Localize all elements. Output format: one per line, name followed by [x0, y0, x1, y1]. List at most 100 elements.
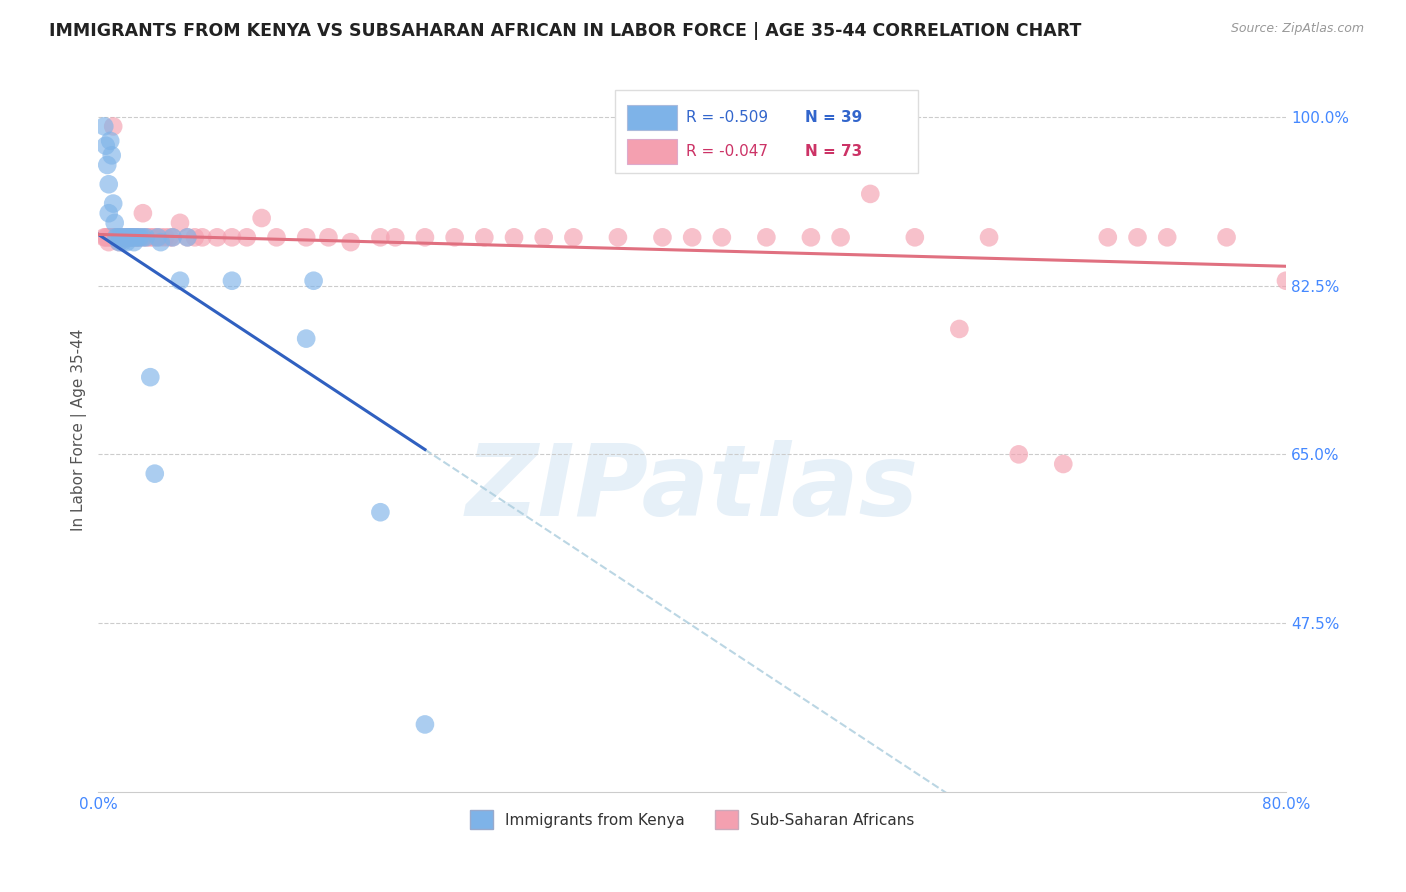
Point	[1052, 457, 1074, 471]
Point	[146, 230, 169, 244]
Point	[107, 230, 129, 244]
Point	[191, 230, 214, 244]
FancyBboxPatch shape	[614, 90, 918, 173]
FancyBboxPatch shape	[627, 105, 676, 130]
Point	[122, 235, 145, 249]
Point	[105, 230, 128, 244]
Point	[100, 230, 122, 244]
Point	[114, 230, 136, 244]
Point	[120, 230, 142, 244]
Point	[681, 230, 703, 244]
Point	[755, 230, 778, 244]
Point	[135, 230, 157, 244]
Point	[221, 230, 243, 244]
Point	[132, 206, 155, 220]
Y-axis label: In Labor Force | Age 35-44: In Labor Force | Age 35-44	[72, 329, 87, 532]
Point	[115, 235, 138, 249]
Point	[122, 230, 145, 244]
Point	[1126, 230, 1149, 244]
Point	[651, 230, 673, 244]
Point	[108, 235, 131, 249]
Point	[139, 230, 162, 244]
Point	[112, 230, 135, 244]
Point	[100, 148, 122, 162]
Point	[1156, 230, 1178, 244]
Text: IMMIGRANTS FROM KENYA VS SUBSAHARAN AFRICAN IN LABOR FORCE | AGE 35-44 CORRELATI: IMMIGRANTS FROM KENYA VS SUBSAHARAN AFRI…	[49, 22, 1081, 40]
Point	[472, 230, 495, 244]
Point	[1275, 274, 1298, 288]
Point	[115, 230, 138, 244]
Point	[250, 211, 273, 225]
Point	[129, 230, 152, 244]
Point	[145, 230, 167, 244]
Point	[443, 230, 465, 244]
Point	[111, 230, 134, 244]
Point	[97, 178, 120, 192]
Text: R = -0.509: R = -0.509	[686, 111, 768, 125]
FancyBboxPatch shape	[627, 139, 676, 164]
Text: Source: ZipAtlas.com: Source: ZipAtlas.com	[1230, 22, 1364, 36]
Legend: Immigrants from Kenya, Sub-Saharan Africans: Immigrants from Kenya, Sub-Saharan Afric…	[464, 804, 921, 835]
Point	[125, 230, 148, 244]
Point	[93, 120, 115, 134]
Point	[134, 230, 156, 244]
Point	[103, 120, 125, 134]
Point	[162, 230, 184, 244]
Point	[948, 322, 970, 336]
Point	[118, 230, 141, 244]
Point	[121, 230, 143, 244]
Point	[114, 230, 136, 244]
Point	[121, 230, 143, 244]
Point	[413, 230, 436, 244]
Point	[606, 230, 628, 244]
Point	[221, 274, 243, 288]
Point	[93, 230, 115, 244]
Point	[103, 196, 125, 211]
Point	[124, 230, 146, 244]
Point	[110, 230, 132, 244]
Point	[800, 230, 823, 244]
Point	[318, 230, 340, 244]
Point	[176, 230, 198, 244]
Point	[118, 230, 141, 244]
Point	[117, 230, 139, 244]
Point	[370, 230, 392, 244]
Point	[384, 230, 406, 244]
Point	[184, 230, 207, 244]
Point	[830, 230, 852, 244]
Point	[139, 370, 162, 384]
Text: N = 73: N = 73	[806, 145, 862, 159]
Point	[98, 134, 121, 148]
Point	[98, 230, 121, 244]
Point	[127, 230, 149, 244]
Point	[97, 235, 120, 249]
Point	[104, 216, 127, 230]
Point	[111, 235, 134, 249]
Point	[205, 230, 228, 244]
Point	[413, 717, 436, 731]
Point	[149, 235, 172, 249]
Point	[169, 216, 191, 230]
Text: ZIPatlas: ZIPatlas	[465, 440, 918, 537]
Point	[117, 230, 139, 244]
Point	[266, 230, 288, 244]
Point	[176, 230, 198, 244]
Point	[149, 230, 172, 244]
Point	[977, 230, 1000, 244]
Point	[302, 274, 325, 288]
Point	[104, 230, 127, 244]
Point	[562, 230, 585, 244]
Point	[295, 332, 318, 346]
Text: N = 39: N = 39	[806, 111, 862, 125]
Point	[370, 505, 392, 519]
Point	[96, 158, 118, 172]
Point	[97, 206, 120, 220]
Point	[108, 235, 131, 249]
Point	[339, 235, 361, 249]
Point	[503, 230, 526, 244]
Point	[533, 230, 555, 244]
Point	[1215, 230, 1237, 244]
Point	[153, 230, 176, 244]
Point	[94, 230, 117, 244]
Point	[136, 230, 159, 244]
